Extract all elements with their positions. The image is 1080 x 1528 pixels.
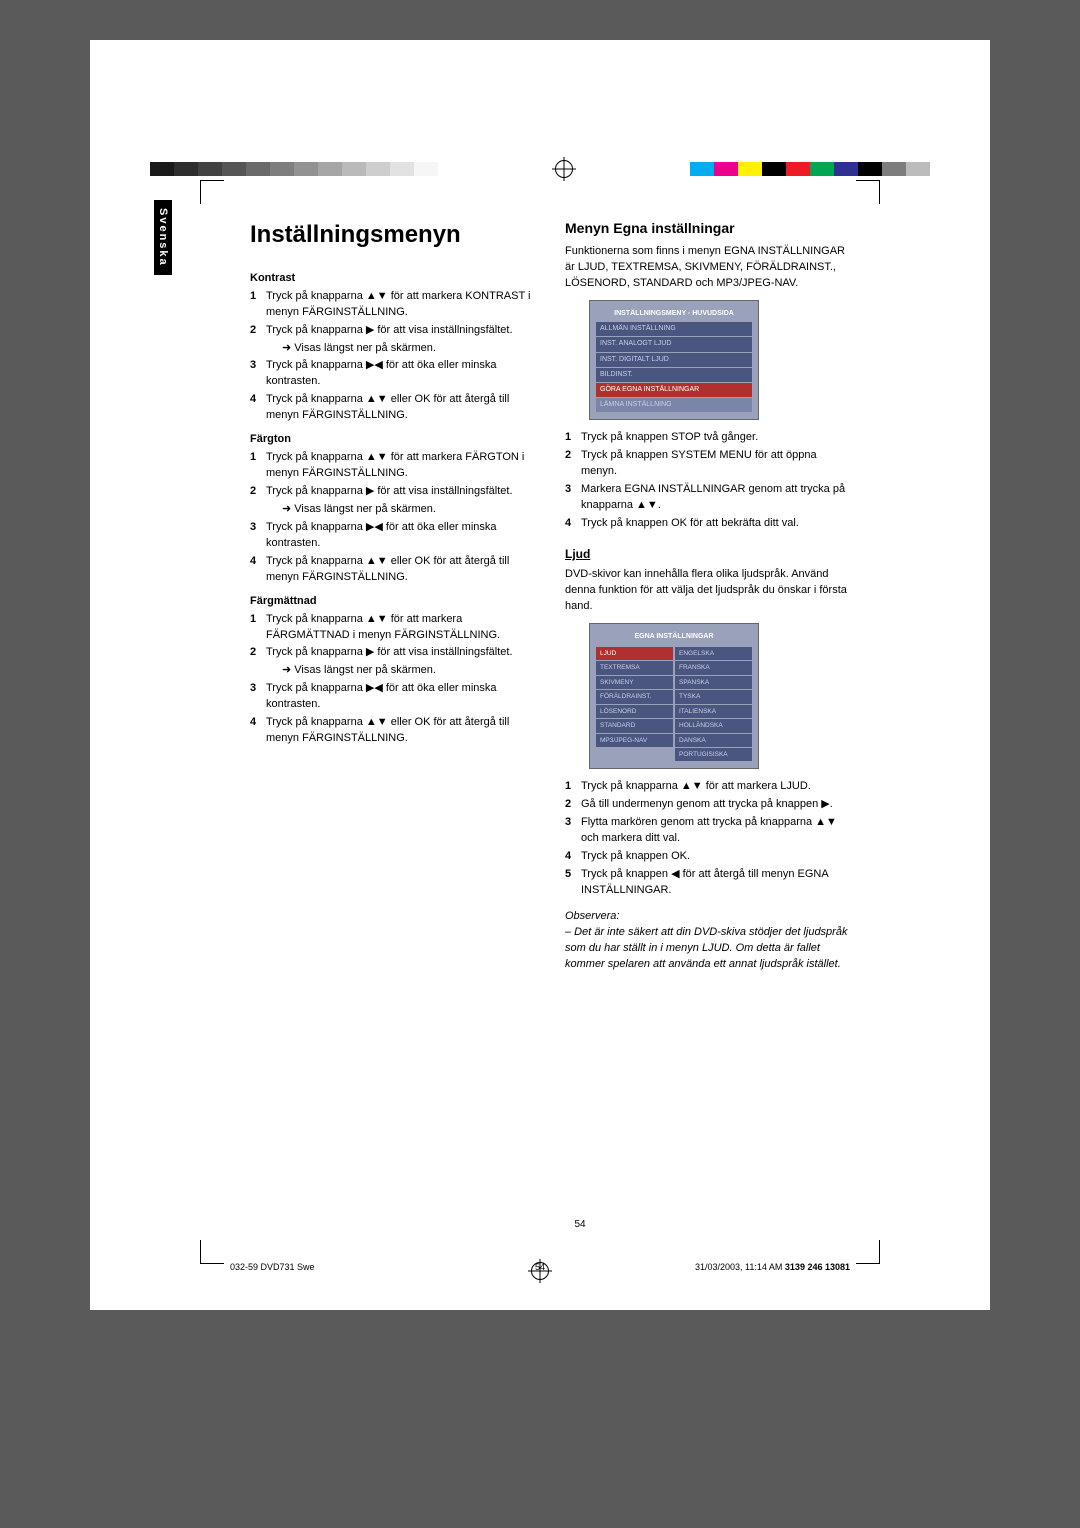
- menu-row: GÖRA EGNA INSTÄLLNINGAR: [596, 383, 752, 397]
- step-item: 2Gå till undermenyn genom att trycka på …: [565, 797, 850, 813]
- menu-screenshot-main: INSTÄLLNINGSMENY - HUVUDSIDA ALLMÄN INST…: [589, 300, 759, 420]
- step-item: 2Tryck på knappen SYSTEM MENU för att öp…: [565, 448, 850, 480]
- content-area: Inställningsmenyn Kontrast 1Tryck på knap…: [150, 218, 930, 973]
- page-title: Inställningsmenyn: [250, 218, 535, 253]
- ljud-intro: DVD-skivor kan innehålla flera olika lju…: [565, 567, 850, 615]
- step-note: Visas längst ner på skärmen.: [250, 341, 535, 357]
- step-list: 1Tryck på knapparna ▲▼ för att markera F…: [250, 612, 535, 748]
- right-column: Menyn Egna inställningar Funktionerna so…: [565, 218, 850, 973]
- step-item: 3Tryck på knapparna ▶◀ för att öka eller…: [250, 681, 535, 713]
- step-item: 1Tryck på knapparna ▲▼ för att markera F…: [250, 612, 535, 644]
- step-item: 5Tryck på knappen ◀ för att återgå till …: [565, 867, 850, 899]
- menu-row: SPANSKA: [675, 676, 752, 689]
- crop-mark: [856, 180, 880, 204]
- subheading: Kontrast: [250, 271, 535, 287]
- step-item: 3Flytta markören genom att trycka på kna…: [565, 815, 850, 847]
- menu-screenshot-ljud: EGNA INSTÄLLNINGAR LJUDTEXTREMSA SKIVMENY…: [589, 623, 759, 770]
- menu-row: FÖRÄLDRAINST.: [596, 690, 673, 703]
- step-item: 1Tryck på knapparna ▲▼ för att markera F…: [250, 450, 535, 482]
- observera-heading: Observera:: [565, 910, 619, 922]
- registration-mark-icon: [531, 1262, 549, 1280]
- step-item: 3Markera EGNA INSTÄLLNINGAR genom att tr…: [565, 482, 850, 514]
- menu-row: INST. ANALOGT LJUD: [596, 337, 752, 351]
- menu-row: HOLLÄNDSKA: [675, 719, 752, 732]
- menu-row: ENGELSKA: [675, 647, 752, 660]
- step-item: 2Tryck på knapparna ▶ för att visa instä…: [250, 323, 535, 339]
- menu-row: MP3/JPEG-NAV: [596, 734, 673, 747]
- menu-row: INST. DIGITALT LJUD: [596, 353, 752, 367]
- step-item: 3Tryck på knapparna ▶◀ för att öka eller…: [250, 358, 535, 390]
- greyscale-strip: [150, 162, 438, 176]
- step-item: 4Tryck på knapparna ▲▼ eller OK för att …: [250, 554, 535, 586]
- step-item: 1Tryck på knapparna ▲▼ för att markera L…: [565, 779, 850, 795]
- step-item: 1Tryck på knappen STOP två gånger.: [565, 430, 850, 446]
- step-item: 4Tryck på knapparna ▲▼ eller OK för att …: [250, 715, 535, 747]
- section-heading: Menyn Egna inställningar: [565, 218, 850, 238]
- step-list: 1Tryck på knapparna ▲▼ för att markera K…: [250, 289, 535, 425]
- menu-title: INSTÄLLNINGSMENY - HUVUDSIDA: [596, 307, 752, 321]
- step-item: 4Tryck på knapparna ▲▼ eller OK för att …: [250, 392, 535, 424]
- registration-bar-bottom: [150, 1262, 930, 1280]
- step-item: 4Tryck på knappen OK för att bekräfta di…: [565, 516, 850, 532]
- page-number: 54: [90, 1219, 990, 1230]
- left-column: Inställningsmenyn Kontrast 1Tryck på knap…: [250, 218, 535, 973]
- intro-paragraph: Funktionerna som finns i menyn EGNA INST…: [565, 244, 850, 292]
- crop-mark: [856, 1240, 880, 1264]
- step-item: 4Tryck på knappen OK.: [565, 849, 850, 865]
- color-strip: [690, 162, 930, 176]
- menu-row: LÄMNA INSTÄLLNING: [596, 398, 752, 412]
- subheading: Färgton: [250, 432, 535, 448]
- menu-row: SKIVMENY: [596, 676, 673, 689]
- menu-title: EGNA INSTÄLLNINGAR: [596, 630, 752, 644]
- step-note: Visas längst ner på skärmen.: [250, 663, 535, 679]
- menu-row: STANDARD: [596, 719, 673, 732]
- subsection-heading: Ljud: [565, 546, 850, 563]
- step-item: 2Tryck på knapparna ▶ för att visa instä…: [250, 645, 535, 661]
- registration-bar-top: [150, 160, 930, 178]
- menu-row: LJUD: [596, 647, 673, 660]
- observera-body: – Det är inte säkert att din DVD-skiva s…: [565, 926, 847, 970]
- step-item: 3Tryck på knapparna ▶◀ för att öka eller…: [250, 520, 535, 552]
- step-list: 1Tryck på knapparna ▲▼ för att markera F…: [250, 450, 535, 586]
- menu-row: DANSKA: [675, 734, 752, 747]
- menu-row: BILDINST.: [596, 368, 752, 382]
- manual-page: Svenska Inställningsmenyn Kontrast1Tryck…: [90, 40, 990, 1310]
- step-list: 1Tryck på knappen STOP två gånger. 2Tryck…: [565, 430, 850, 532]
- menu-row: ALLMÄN INSTÄLLNING: [596, 322, 752, 336]
- registration-mark-icon: [555, 160, 573, 178]
- step-item: 1Tryck på knapparna ▲▼ för att markera K…: [250, 289, 535, 321]
- observera-note: Observera: – Det är inte säkert att din …: [565, 909, 850, 973]
- menu-row: TYSKA: [675, 690, 752, 703]
- step-item: 2Tryck på knapparna ▶ för att visa instä…: [250, 484, 535, 500]
- step-note: Visas längst ner på skärmen.: [250, 502, 535, 518]
- step-list: 1Tryck på knapparna ▲▼ för att markera L…: [565, 779, 850, 899]
- menu-row: LÖSENORD: [596, 705, 673, 718]
- menu-row: FRANSKA: [675, 661, 752, 674]
- subheading: Färgmättnad: [250, 594, 535, 610]
- crop-mark: [200, 1240, 224, 1264]
- crop-mark: [200, 180, 224, 204]
- menu-row: ITALIENSKA: [675, 705, 752, 718]
- menu-row: TEXTREMSA: [596, 661, 673, 674]
- menu-row: PORTUGISISKA: [675, 748, 752, 761]
